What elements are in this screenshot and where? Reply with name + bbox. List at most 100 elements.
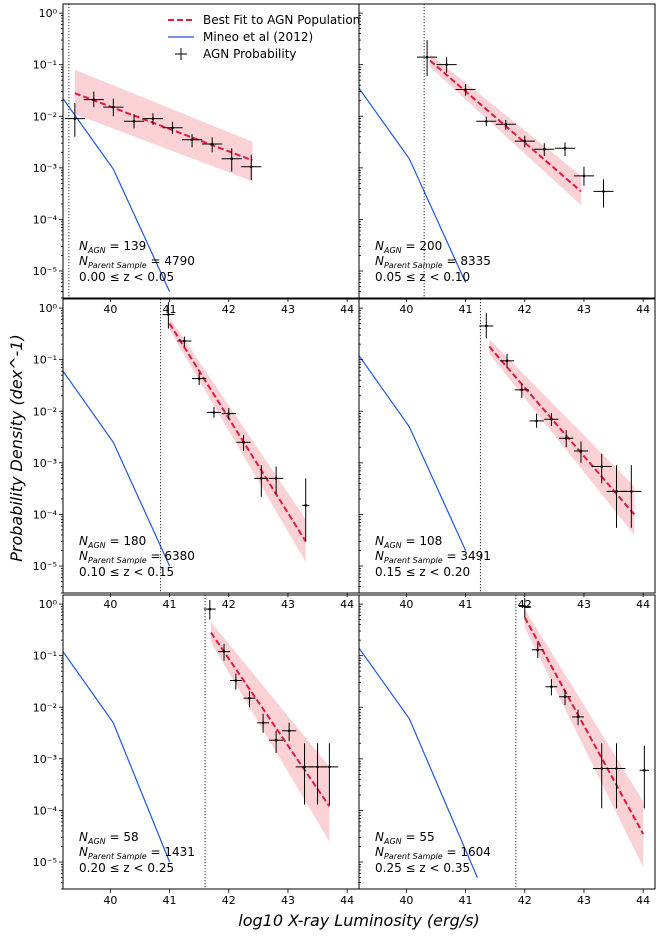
redshift-range-label: 0.00 ≤ z < 0.05 bbox=[79, 270, 174, 284]
panel-frame bbox=[358, 594, 656, 890]
n-agn-label: NAGN = 55 bbox=[375, 830, 435, 846]
point-marker bbox=[304, 504, 308, 507]
y-tick-label: 10⁰ bbox=[39, 7, 58, 20]
panel-frame bbox=[358, 3, 656, 299]
x-axis: 40 41 42 43 44 bbox=[103, 889, 354, 907]
confidence-band bbox=[489, 339, 635, 535]
data-point bbox=[495, 119, 516, 130]
data-point bbox=[241, 154, 262, 181]
panel-1: 10⁻⁵ 10⁻⁴ 10⁻³ 10⁻² 10⁻¹ 10⁰ 40 41 42 43 44 NAGN = … bbox=[33, 3, 360, 316]
x-axis: 40 41 42 43 44 bbox=[103, 298, 354, 316]
data-point bbox=[202, 137, 223, 153]
data-point bbox=[559, 689, 571, 706]
point-marker bbox=[484, 324, 488, 328]
point-marker bbox=[242, 441, 245, 444]
data-point bbox=[162, 121, 183, 135]
point-marker bbox=[582, 174, 586, 178]
x-tick-label: 43 bbox=[281, 894, 295, 907]
y-axis bbox=[359, 12, 363, 299]
point-marker bbox=[183, 339, 186, 343]
x-axis: 40 41 42 43 44 bbox=[399, 889, 650, 907]
x-tick-label: 44 bbox=[636, 303, 650, 316]
data-point bbox=[269, 730, 284, 753]
y-tick-label: 10⁻¹ bbox=[33, 59, 57, 72]
data-point bbox=[417, 40, 438, 77]
data-point bbox=[554, 142, 576, 156]
point-marker bbox=[303, 765, 306, 769]
y-axis: 10⁻⁵ 10⁻⁴ 10⁻³ 10⁻² 10⁻¹ 10⁰ bbox=[33, 7, 63, 299]
x-tick-label: 41 bbox=[163, 303, 177, 316]
data-point bbox=[573, 166, 595, 186]
point-marker bbox=[212, 411, 216, 414]
point-marker bbox=[564, 436, 568, 440]
plot-area: 10⁻⁵ 10⁻⁴ 10⁻³ 10⁻² 10⁻¹ 10⁰ 40 41 42 43 44 NAGN = … bbox=[33, 3, 656, 907]
confidence-band bbox=[169, 317, 306, 562]
n-agn-label: NAGN = 180 bbox=[79, 534, 146, 550]
legend-fit-label: Best Fit to AGN Population bbox=[203, 13, 360, 27]
x-tick-label: 44 bbox=[340, 894, 354, 907]
data-point bbox=[529, 413, 544, 428]
data-point bbox=[142, 113, 164, 125]
data-point bbox=[206, 407, 222, 418]
point-marker bbox=[249, 165, 253, 169]
y-axis: 10⁻⁵ 10⁻⁴ 10⁻³ 10⁻² 10⁻¹ 10⁰ bbox=[33, 302, 63, 594]
x-tick-label: 40 bbox=[399, 894, 413, 907]
data-point bbox=[544, 413, 559, 426]
redshift-range-label: 0.20 ≤ z < 0.25 bbox=[79, 861, 174, 875]
panel-3: 10⁻⁵ 10⁻⁴ 10⁻³ 10⁻² 10⁻¹ 10⁰ 40 41 42 43 44 NAGN = … bbox=[33, 298, 360, 611]
point-marker bbox=[151, 117, 155, 120]
mineo-line bbox=[359, 647, 478, 878]
data-point bbox=[236, 434, 251, 451]
point-marker bbox=[536, 648, 540, 652]
confidence-band bbox=[524, 609, 644, 867]
data-point bbox=[479, 313, 494, 339]
data-point bbox=[514, 383, 529, 399]
confidence-band bbox=[74, 69, 253, 182]
x-tick-label: 40 bbox=[103, 303, 117, 316]
x-tick-label: 41 bbox=[459, 598, 473, 611]
point-marker bbox=[230, 157, 234, 161]
x-tick-label: 42 bbox=[518, 894, 532, 907]
n-parent-label: NParent Sample = 8335 bbox=[375, 254, 491, 270]
y-tick-label: 10⁻⁴ bbox=[33, 508, 58, 521]
x-tick-label: 43 bbox=[281, 303, 295, 316]
y-tick-label: 10⁻⁵ bbox=[33, 265, 57, 278]
point-marker bbox=[316, 765, 319, 769]
data-point bbox=[320, 743, 339, 805]
data-point bbox=[203, 599, 216, 620]
panel-frame bbox=[358, 298, 656, 594]
y-tick-label: 10⁻² bbox=[33, 701, 57, 714]
point-marker bbox=[600, 767, 604, 770]
x-tick-label: 43 bbox=[281, 598, 295, 611]
x-axis-title: log10 X-ray Luminosity (erg/s) bbox=[238, 911, 479, 930]
fit-line bbox=[488, 345, 636, 516]
y-tick-label: 10⁰ bbox=[39, 302, 58, 315]
x-tick-label: 44 bbox=[636, 894, 650, 907]
point-marker bbox=[167, 313, 170, 316]
y-tick-label: 10⁰ bbox=[39, 598, 58, 611]
point-marker bbox=[73, 117, 77, 120]
point-marker bbox=[328, 765, 331, 769]
data-point bbox=[257, 713, 270, 733]
data-point bbox=[621, 465, 642, 528]
x-tick-label: 41 bbox=[163, 598, 177, 611]
data-point bbox=[218, 643, 230, 661]
data-point bbox=[254, 465, 269, 497]
redshift-range-label: 0.10 ≤ z < 0.15 bbox=[79, 565, 174, 579]
x-tick-label: 40 bbox=[103, 894, 117, 907]
point-marker bbox=[234, 679, 238, 682]
y-tick-label: 10⁻² bbox=[33, 405, 57, 418]
x-tick-label: 40 bbox=[399, 598, 413, 611]
panel-content bbox=[63, 4, 262, 298]
n-agn-label: NAGN = 200 bbox=[375, 239, 442, 255]
n-agn-label: NAGN = 108 bbox=[375, 534, 442, 550]
x-tick-label: 42 bbox=[222, 303, 236, 316]
point-marker bbox=[208, 607, 212, 611]
data-point bbox=[534, 143, 555, 156]
data-point bbox=[221, 148, 242, 172]
redshift-range-label: 0.25 ≤ z < 0.35 bbox=[375, 861, 470, 875]
y-axis bbox=[359, 603, 363, 890]
point-marker bbox=[132, 119, 136, 123]
point-marker bbox=[643, 768, 646, 772]
